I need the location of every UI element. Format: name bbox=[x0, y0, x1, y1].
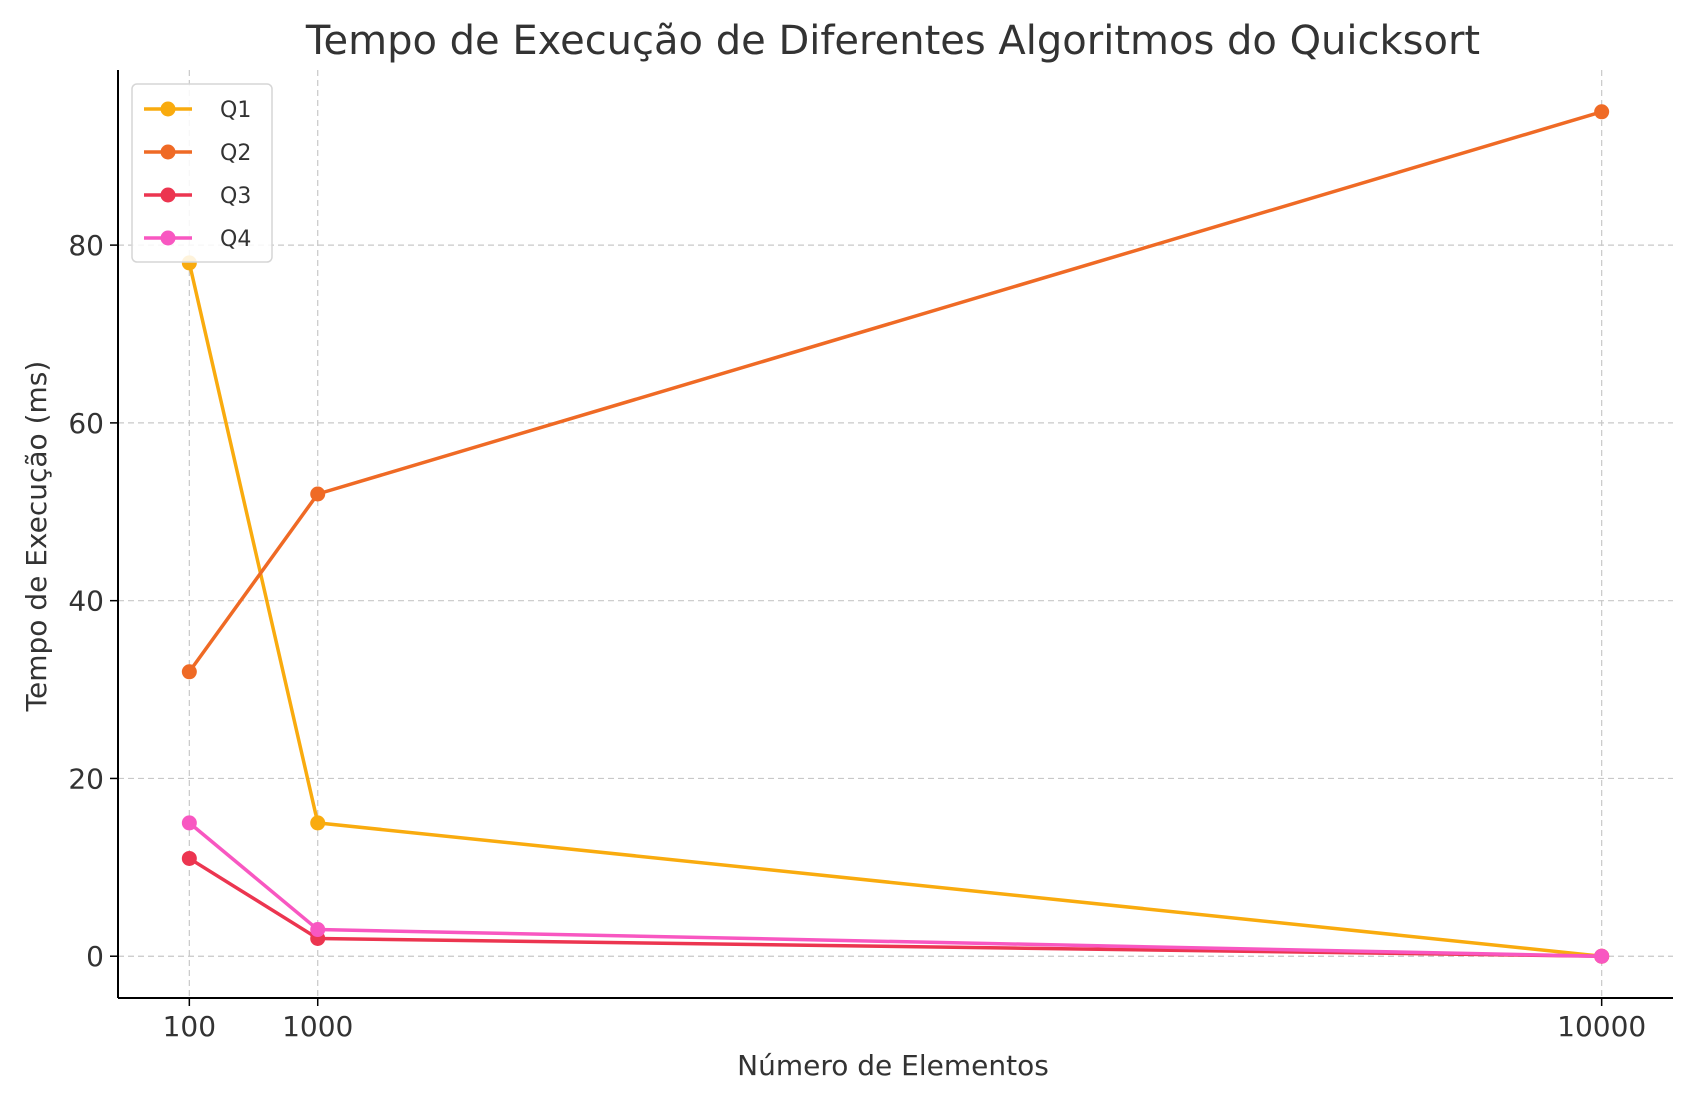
x-axis-label: Número de Elementos bbox=[737, 1049, 1049, 1082]
data-point bbox=[1594, 104, 1610, 120]
legend-marker bbox=[160, 230, 176, 246]
y-tick-label: 60 bbox=[68, 407, 104, 440]
legend-marker bbox=[160, 101, 176, 117]
series-q3 bbox=[181, 850, 1610, 964]
legend-item: Q4 bbox=[144, 227, 251, 252]
x-tick-label: 1000 bbox=[282, 1010, 353, 1043]
series-q2 bbox=[181, 104, 1610, 680]
legend-item: Q3 bbox=[144, 184, 251, 209]
y-axis-label: Tempo de Execução (ms) bbox=[20, 361, 53, 713]
series-line bbox=[187, 262, 1602, 958]
x-tick-label: 100 bbox=[163, 1010, 216, 1043]
legend-label: Q4 bbox=[220, 227, 251, 252]
legend-label: Q1 bbox=[220, 98, 251, 123]
legend-marker bbox=[160, 144, 176, 160]
data-point bbox=[181, 850, 197, 866]
tick-labels: 100 1000 10000 0 20 40 60 80 bbox=[68, 229, 1646, 1043]
chart-title: Tempo de Execução de Diferentes Algoritm… bbox=[305, 18, 1480, 64]
data-point bbox=[181, 664, 197, 680]
data-point bbox=[310, 815, 326, 831]
legend: Q1 Q2 Q3 Q4 bbox=[131, 83, 273, 263]
legend-marker bbox=[160, 187, 176, 203]
y-tick-label: 80 bbox=[68, 229, 104, 262]
series-line bbox=[188, 821, 1602, 958]
legend-label: Q3 bbox=[220, 184, 251, 209]
legend-label: Q2 bbox=[220, 141, 251, 166]
y-tick-label: 0 bbox=[86, 940, 104, 973]
series-lines bbox=[181, 104, 1610, 964]
series-line bbox=[187, 110, 1603, 673]
y-tick-label: 40 bbox=[68, 585, 104, 618]
legend-item: Q2 bbox=[144, 141, 251, 166]
series-q1 bbox=[181, 255, 1610, 964]
legend-item: Q1 bbox=[144, 98, 251, 123]
data-point bbox=[310, 486, 326, 502]
data-point bbox=[1594, 948, 1610, 964]
x-tick-label: 10000 bbox=[1557, 1010, 1646, 1043]
series-q4 bbox=[181, 815, 1610, 964]
y-tick-label: 20 bbox=[68, 762, 104, 795]
data-point bbox=[181, 815, 197, 831]
grid-lines bbox=[118, 70, 1673, 998]
data-point bbox=[310, 922, 326, 938]
legend-box bbox=[131, 83, 273, 263]
axes bbox=[117, 70, 1673, 999]
